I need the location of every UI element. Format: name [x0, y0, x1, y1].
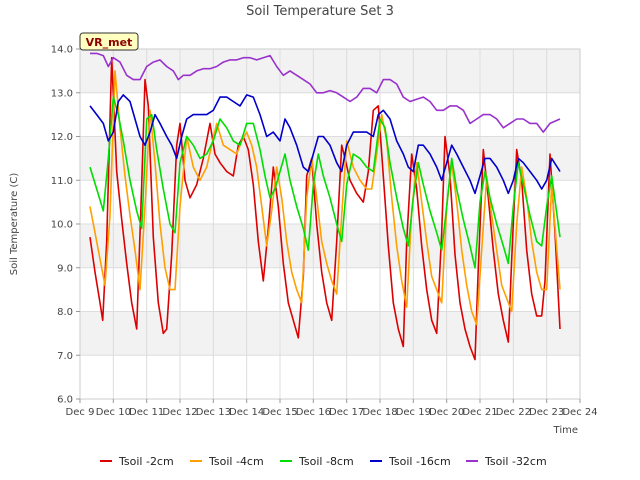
legend-item: Tsoil -2cm — [100, 455, 174, 468]
x-tick-label: Dec 13 — [196, 407, 231, 418]
x-tick-label: Dec 14 — [229, 407, 264, 418]
x-axis-label: Time — [553, 425, 578, 436]
x-tick-label: Dec 22 — [496, 407, 531, 418]
x-tick-label: Dec 19 — [396, 407, 431, 418]
x-tick-label: Dec 23 — [529, 407, 564, 418]
legend-label: Tsoil -4cm — [208, 455, 264, 468]
series-line-tsoil-16cm — [89, 94, 561, 195]
series-line-tsoil-4cm — [89, 70, 561, 326]
x-tick-label: Dec 12 — [162, 407, 197, 418]
y-tick-label: 10.0 — [51, 220, 73, 231]
y-tick-label: 6.0 — [57, 395, 73, 406]
legend-item: Tsoil -8cm — [280, 455, 354, 468]
x-tick-label: Dec 20 — [429, 407, 464, 418]
x-tick-label: Dec 17 — [329, 407, 364, 418]
annotation-badge-box — [79, 32, 139, 51]
x-tick-label: Dec 24 — [562, 407, 597, 418]
y-tick-label: 8.0 — [57, 307, 73, 318]
legend-item: Tsoil -4cm — [190, 455, 264, 468]
legend-item: Tsoil -16cm — [370, 455, 451, 468]
legend-item: Tsoil -32cm — [466, 455, 547, 468]
background-band — [80, 49, 580, 93]
series-layer — [89, 52, 561, 361]
legend: Tsoil -2cm Tsoil -4cm Tsoil -8cm Tsoil -16c… — [100, 455, 547, 468]
x-tick-label: Dec 11 — [129, 407, 164, 418]
annotation-badge-text: VR_met — [86, 36, 133, 49]
legend-label: Tsoil -8cm — [298, 455, 354, 468]
x-tick-label: Dec 21 — [462, 407, 497, 418]
series-line-tsoil-2cm — [89, 56, 561, 361]
legend-label: Tsoil -2cm — [118, 455, 174, 468]
legend-label: Tsoil -16cm — [388, 455, 451, 468]
legend-label: Tsoil -32cm — [484, 455, 547, 468]
y-tick-label: 13.0 — [51, 88, 73, 99]
x-tick-label: Dec 9 — [66, 407, 95, 418]
y-tick-label: 14.0 — [51, 45, 73, 56]
x-tick-label: Dec 18 — [362, 407, 397, 418]
background-band — [80, 355, 580, 399]
y-tick-label: 9.0 — [57, 263, 73, 274]
background-band — [80, 311, 580, 356]
series-line-tsoil-8cm — [89, 96, 561, 269]
x-tick-label: Dec 15 — [262, 407, 297, 418]
series-line-tsoil-32cm — [90, 52, 561, 133]
x-tick-label: Dec 10 — [96, 407, 131, 418]
y-axis-ticks: 6.0 7.0 8.0 9.0 10.0 11.0 12.0 13.0 14.0 — [51, 45, 80, 406]
y-tick-label: 11.0 — [51, 176, 73, 187]
x-tick-label: Dec 16 — [296, 407, 331, 418]
background-band — [80, 136, 580, 181]
y-axis-label: Soil Temperature (C) — [9, 173, 20, 276]
y-tick-label: 7.0 — [57, 351, 73, 362]
y-tick-label: 12.0 — [51, 132, 73, 143]
annotation-badge: VR_met — [79, 32, 139, 51]
chart-title: Soil Temperature Set 3 — [246, 4, 394, 19]
plot-background — [80, 49, 580, 399]
